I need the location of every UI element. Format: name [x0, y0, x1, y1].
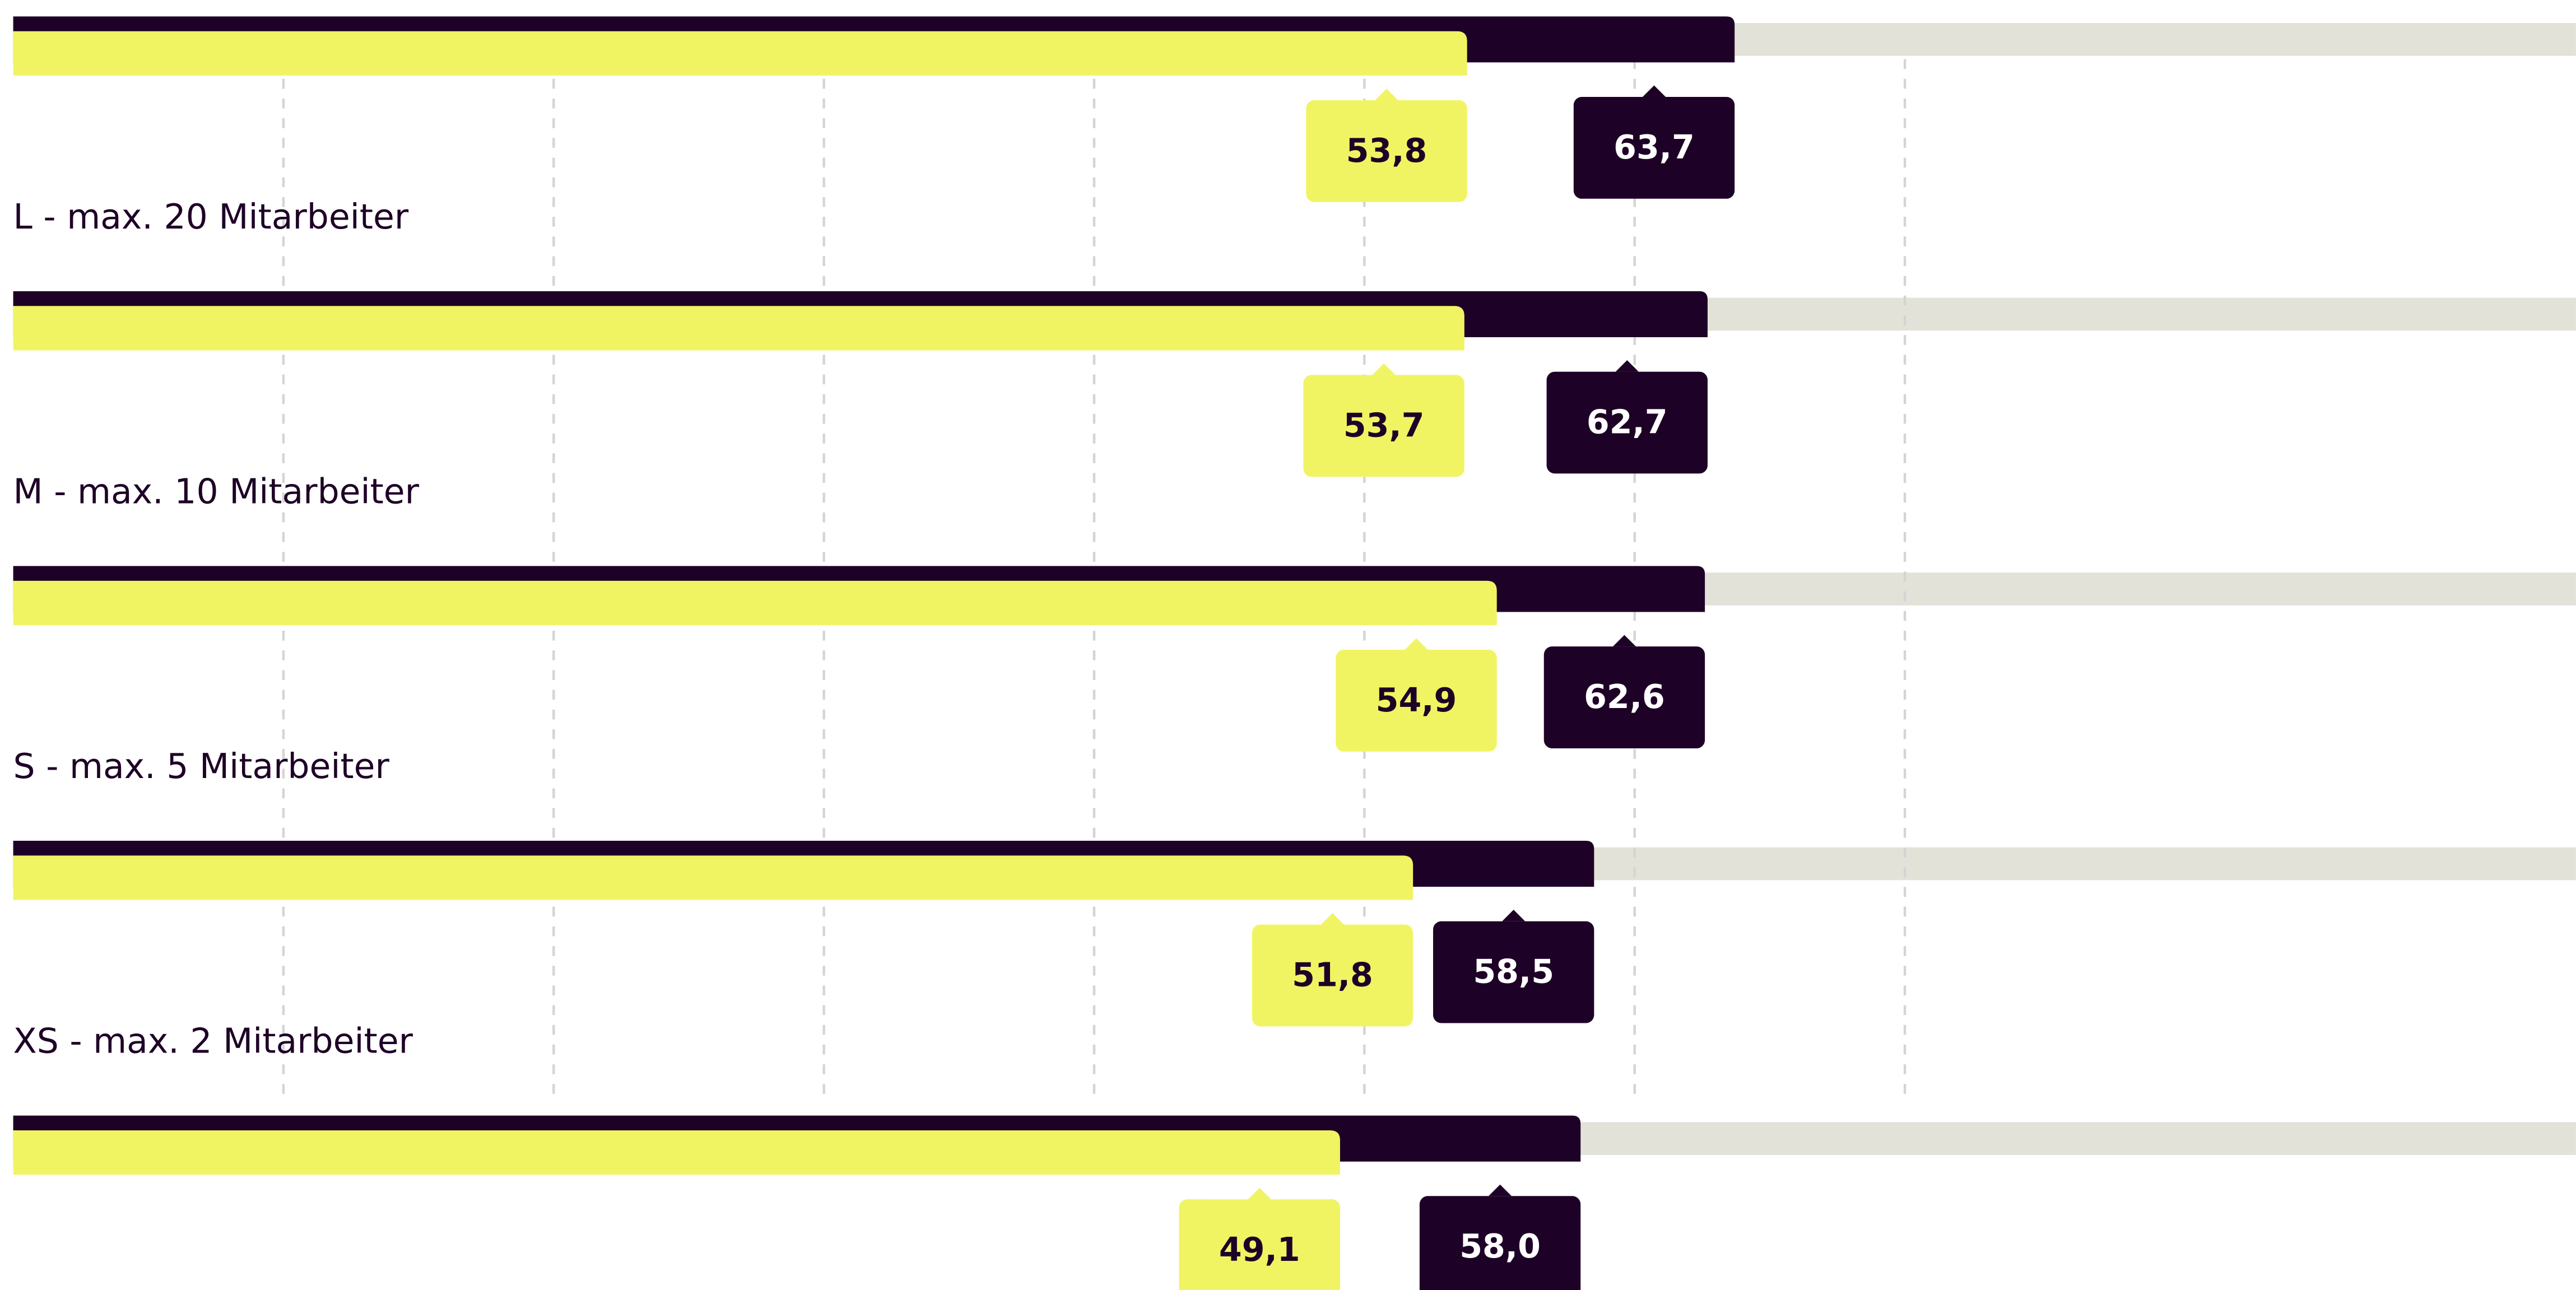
value-label-box — [1336, 650, 1497, 752]
value-label-box — [1179, 1199, 1340, 1290]
value-label-box — [1615, 360, 1639, 372]
value-label: 58,0 — [1459, 1227, 1541, 1265]
value-label-box — [1372, 363, 1396, 375]
value-label-box — [1489, 1184, 1512, 1196]
value-label-box — [1303, 375, 1464, 477]
value-label: 63,7 — [1614, 128, 1695, 166]
bar — [13, 306, 1464, 351]
value-label-box — [1248, 1187, 1271, 1200]
value-label-box — [1252, 924, 1413, 1027]
value-label-box — [1320, 913, 1345, 925]
value-label-box — [1375, 89, 1398, 100]
value-label: 51,8 — [1292, 956, 1373, 994]
bar — [13, 1130, 1340, 1175]
bar — [13, 580, 1497, 626]
value-label-box — [1419, 1196, 1581, 1290]
value-label-box — [1612, 635, 1636, 647]
value-label: 54,9 — [1376, 681, 1457, 719]
category-label: L - max. 20 Mitarbeiter — [13, 197, 409, 237]
value-label-box — [1306, 100, 1467, 202]
bar — [13, 31, 1467, 76]
bar — [13, 855, 1413, 900]
value-label: 53,7 — [1343, 406, 1425, 444]
category-label: S - max. 5 Mitarbeiter — [13, 746, 390, 786]
value-label: 49,1 — [1219, 1231, 1300, 1269]
value-label-box — [1543, 646, 1705, 748]
value-label-box — [1405, 638, 1428, 650]
value-label: 62,6 — [1584, 678, 1665, 716]
category-label: M - max. 10 Mitarbeiter — [13, 472, 420, 512]
value-label-box — [1642, 85, 1666, 97]
category-label: XS - max. 2 Mitarbeiter — [13, 1021, 413, 1061]
value-label-box — [1573, 97, 1735, 199]
value-label-box — [1433, 921, 1594, 1023]
value-label: 58,5 — [1473, 953, 1554, 991]
value-label-box — [1502, 910, 1526, 921]
value-label: 53,8 — [1346, 132, 1428, 170]
value-label: 62,7 — [1587, 403, 1668, 441]
value-label-box — [1546, 371, 1708, 474]
